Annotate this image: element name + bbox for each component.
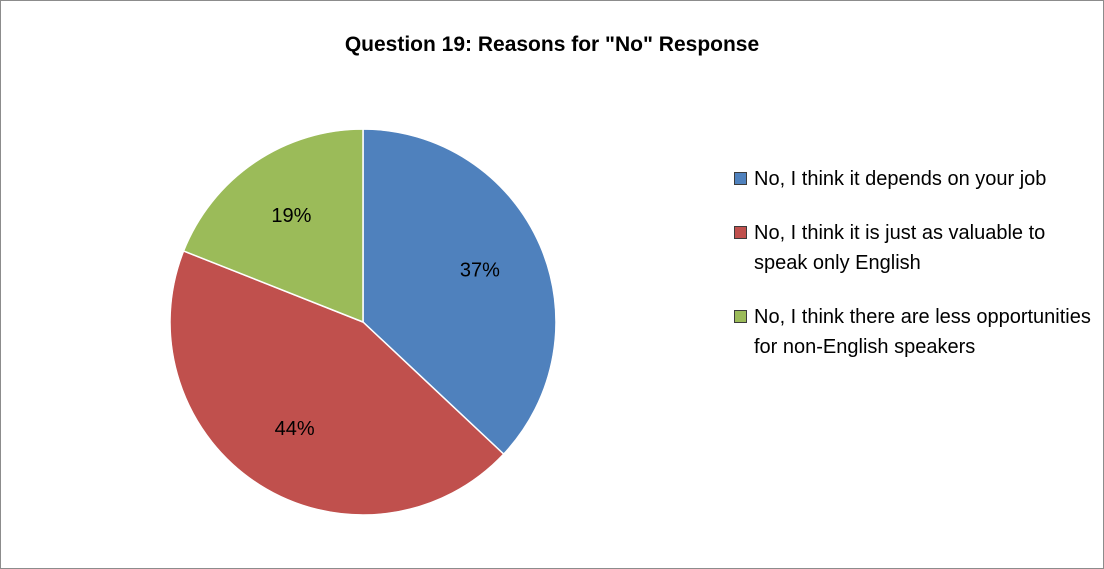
slice-data-label: 37% <box>460 260 500 282</box>
legend-item: No, I think there are less opportunities… <box>734 302 1094 362</box>
pie-labels: 37% 44% 19% <box>271 205 500 440</box>
legend-item: No, I think it is just as valuable to sp… <box>734 218 1094 278</box>
legend-item: No, I think it depends on your job <box>734 164 1094 194</box>
legend: No, I think it depends on your job No, I… <box>734 164 1094 386</box>
legend-label: No, I think it depends on your job <box>754 168 1047 190</box>
legend-swatch <box>734 310 747 323</box>
chart-title: Question 19: Reasons for "No" Response <box>344 33 760 56</box>
slice-data-label: 19% <box>271 205 311 227</box>
legend-label: No, I think there are less opportunities… <box>754 306 1091 358</box>
legend-swatch <box>734 226 747 239</box>
slice-data-label: 44% <box>275 418 315 440</box>
pie-outline <box>169 128 557 516</box>
legend-label: No, I think it is just as valuable to sp… <box>754 222 1046 274</box>
pie-slices <box>169 128 557 516</box>
legend-swatch <box>734 172 747 185</box>
